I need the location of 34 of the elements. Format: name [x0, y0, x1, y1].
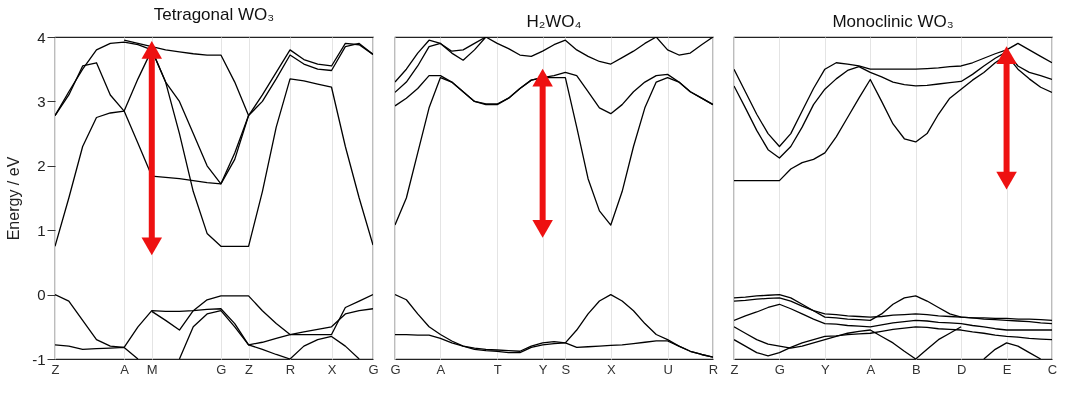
- y-tick-label: 3: [37, 92, 46, 110]
- x-tick-label: E: [1002, 361, 1012, 377]
- x-tick-label: R: [708, 361, 719, 377]
- x-tick-label: R: [285, 361, 296, 377]
- x-tick-label: A: [436, 361, 446, 377]
- chart-title: Tetragonal WO₃: [153, 5, 275, 24]
- chart-title: H₂WO₄: [526, 12, 582, 31]
- x-tick-label: G: [774, 361, 785, 377]
- y-tick-label: 2: [37, 157, 46, 175]
- x-tick-label: Z: [51, 361, 60, 377]
- x-tick-label: U: [663, 361, 673, 377]
- y-tick-label: 4: [37, 28, 46, 46]
- x-tick-label: Z: [245, 361, 254, 377]
- x-tick-label: B: [911, 361, 921, 377]
- y-tick-label: 0: [37, 286, 46, 304]
- x-tick-label: A: [866, 361, 876, 377]
- x-tick-label: X: [606, 361, 616, 377]
- x-tick-label: D: [956, 361, 967, 377]
- x-tick-label: Y: [821, 361, 831, 377]
- y-tick-label: -1: [32, 350, 46, 368]
- x-tick-label: G: [216, 361, 227, 377]
- x-tick-label: T: [493, 361, 502, 377]
- chart-title: Monoclinic WO₃: [832, 12, 954, 31]
- x-tick-label: M: [146, 361, 158, 377]
- x-tick-label: S: [561, 361, 571, 377]
- y-axis-title: Energy / eV: [5, 156, 23, 241]
- x-tick-label: G: [368, 361, 379, 377]
- x-tick-label: C: [1047, 361, 1058, 377]
- x-tick-label: Y: [538, 361, 548, 377]
- x-tick-label: Z: [730, 361, 739, 377]
- y-tick-label: 1: [37, 221, 46, 239]
- x-tick-label: X: [327, 361, 337, 377]
- x-tick-label: G: [390, 361, 401, 377]
- x-tick-label: A: [120, 361, 130, 377]
